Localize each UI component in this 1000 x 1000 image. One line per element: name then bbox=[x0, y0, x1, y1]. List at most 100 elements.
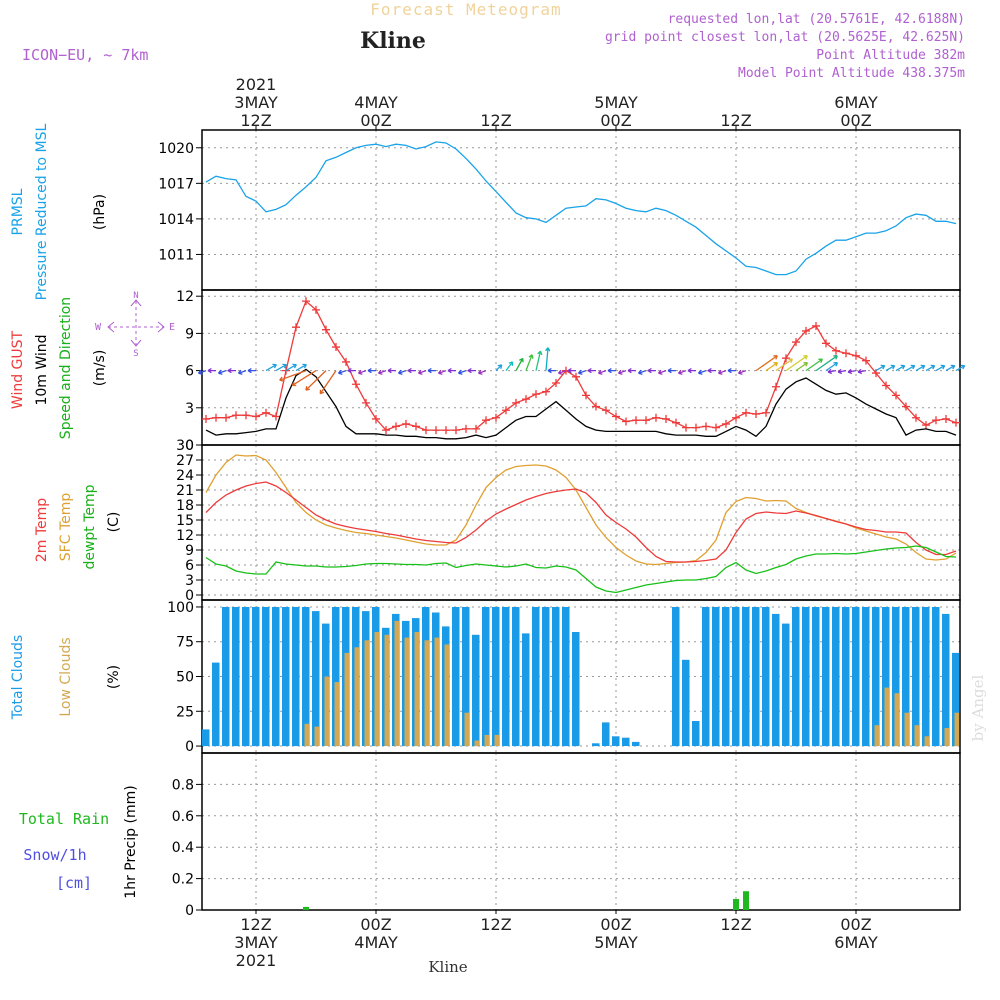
wind-direction-arrow bbox=[647, 367, 656, 374]
gust-line-marker bbox=[732, 413, 740, 422]
time-label: 6MAY bbox=[834, 933, 878, 952]
footer-location: Kline bbox=[428, 958, 467, 976]
gust-line-marker bbox=[532, 390, 540, 399]
gust-line-marker bbox=[832, 346, 840, 355]
wind-direction-arrow bbox=[535, 350, 543, 371]
y-tick-label: 12 bbox=[176, 528, 194, 544]
low-cloud-bar bbox=[404, 637, 409, 747]
gust-line-marker bbox=[612, 412, 620, 421]
y-tick-label: 27 bbox=[176, 453, 194, 469]
low-cloud-bar bbox=[304, 723, 309, 747]
gust-line-marker bbox=[372, 414, 380, 423]
wind-direction-arrow bbox=[557, 369, 567, 375]
wind-direction-arrow bbox=[677, 369, 687, 375]
pressure-label-2: Pressure Reduced to MSL bbox=[34, 123, 50, 300]
low-cloud-bar bbox=[924, 736, 929, 746]
total-cloud-bar bbox=[452, 607, 460, 747]
low-cloud-bar bbox=[494, 734, 499, 746]
gust-line-marker bbox=[432, 426, 440, 435]
y-tick-label: 50 bbox=[176, 670, 194, 686]
gust-line-marker bbox=[812, 321, 820, 330]
y-tick-label: 1011 bbox=[158, 247, 194, 263]
time-label: 00Z bbox=[600, 915, 631, 934]
gust-line-marker bbox=[302, 297, 310, 306]
location-title: Kline bbox=[360, 28, 426, 54]
watermark: by Angel bbox=[969, 674, 987, 741]
gust-line-marker bbox=[472, 424, 480, 433]
prmsl-line bbox=[205, 141, 957, 276]
gust-line-marker bbox=[912, 413, 920, 422]
precip-label-rain: Total Rain bbox=[19, 810, 109, 828]
compass-rose: N S W E bbox=[95, 291, 175, 359]
wind-direction-arrow bbox=[291, 370, 317, 387]
wind-direction-arrow bbox=[547, 367, 556, 374]
wind-direction-arrow bbox=[707, 367, 716, 374]
gust-line-marker bbox=[502, 406, 510, 415]
y-tick-label: 15 bbox=[176, 513, 194, 529]
wind-unit: (m/s) bbox=[92, 350, 108, 387]
total-cloud-bar bbox=[622, 737, 630, 746]
wind-direction-arrow bbox=[577, 369, 587, 375]
gust-line-marker bbox=[412, 422, 420, 431]
gust-line-marker bbox=[632, 416, 640, 425]
gust-line-marker bbox=[202, 414, 210, 423]
y-tick-label: 6 bbox=[185, 558, 194, 574]
gust-line-marker bbox=[642, 416, 650, 425]
wind-direction-arrow bbox=[617, 369, 627, 375]
total-cloud-bar bbox=[852, 607, 860, 747]
wind-label-dir: Speed and Direction bbox=[58, 297, 74, 439]
gust-line-marker bbox=[422, 426, 430, 435]
pressure-unit: (hPa) bbox=[92, 194, 108, 230]
gust-line-marker bbox=[742, 408, 750, 417]
wind-direction-arrow bbox=[815, 355, 838, 372]
gust-line-marker bbox=[272, 412, 280, 421]
low-cloud-bar bbox=[914, 725, 919, 747]
wind10m-line bbox=[205, 368, 957, 440]
wind-direction-arrow bbox=[597, 369, 607, 375]
gust-line-marker bbox=[522, 395, 530, 404]
total-cloud-bar bbox=[712, 607, 720, 747]
panel-frame bbox=[201, 752, 961, 911]
model-label: ICON−EU, ~ 7km bbox=[22, 46, 148, 64]
low-cloud-bar bbox=[384, 634, 389, 747]
wind-direction-arrow bbox=[367, 367, 376, 374]
wind-direction-arrow bbox=[387, 367, 396, 374]
low-cloud-bar bbox=[904, 712, 909, 747]
low-cloud-bar bbox=[414, 632, 419, 747]
total-cloud-bar bbox=[572, 632, 580, 747]
total-cloud-bar bbox=[242, 607, 250, 747]
wind-direction-arrow bbox=[545, 347, 551, 371]
time-label: 6MAY bbox=[834, 93, 878, 112]
y-tick-label: 75 bbox=[176, 635, 194, 651]
clouds-panel-labels: Total Clouds Low Clouds (%) bbox=[10, 635, 122, 720]
time-label: 12Z bbox=[240, 111, 271, 130]
low-cloud-bar bbox=[314, 726, 319, 747]
sfc-temp-line bbox=[205, 454, 957, 566]
time-label: 12Z bbox=[480, 111, 511, 130]
total-cloud-bar bbox=[732, 607, 740, 747]
time-label: 4MAY bbox=[354, 933, 398, 952]
gust-line-marker bbox=[822, 339, 830, 348]
time-label: 5MAY bbox=[594, 933, 638, 952]
time-label: 12Z bbox=[240, 915, 271, 934]
wind-direction-arrow bbox=[237, 369, 247, 375]
compass-west: W bbox=[95, 322, 102, 333]
wind-direction-arrow bbox=[905, 364, 916, 372]
wind-direction-arrow bbox=[447, 367, 456, 374]
total-cloud-bar bbox=[312, 611, 320, 746]
wind-direction-arrow bbox=[765, 361, 779, 372]
gust-line-marker bbox=[652, 413, 660, 422]
precip-label-snow: Snow/1h bbox=[23, 846, 86, 864]
low-cloud-bar bbox=[334, 682, 339, 747]
gust-line-marker bbox=[332, 343, 340, 352]
total-cloud-bar bbox=[862, 607, 870, 747]
gust-line-marker bbox=[762, 408, 770, 417]
wind-direction-arrow bbox=[895, 364, 906, 372]
total-cloud-bar bbox=[912, 607, 920, 747]
gust-line-marker bbox=[572, 372, 580, 381]
gust-line-marker bbox=[222, 413, 230, 422]
wind-direction-arrow bbox=[875, 364, 886, 372]
gust-line-marker bbox=[892, 391, 900, 400]
total-cloud-bar bbox=[802, 607, 810, 747]
wind-direction-arrow bbox=[377, 369, 387, 375]
